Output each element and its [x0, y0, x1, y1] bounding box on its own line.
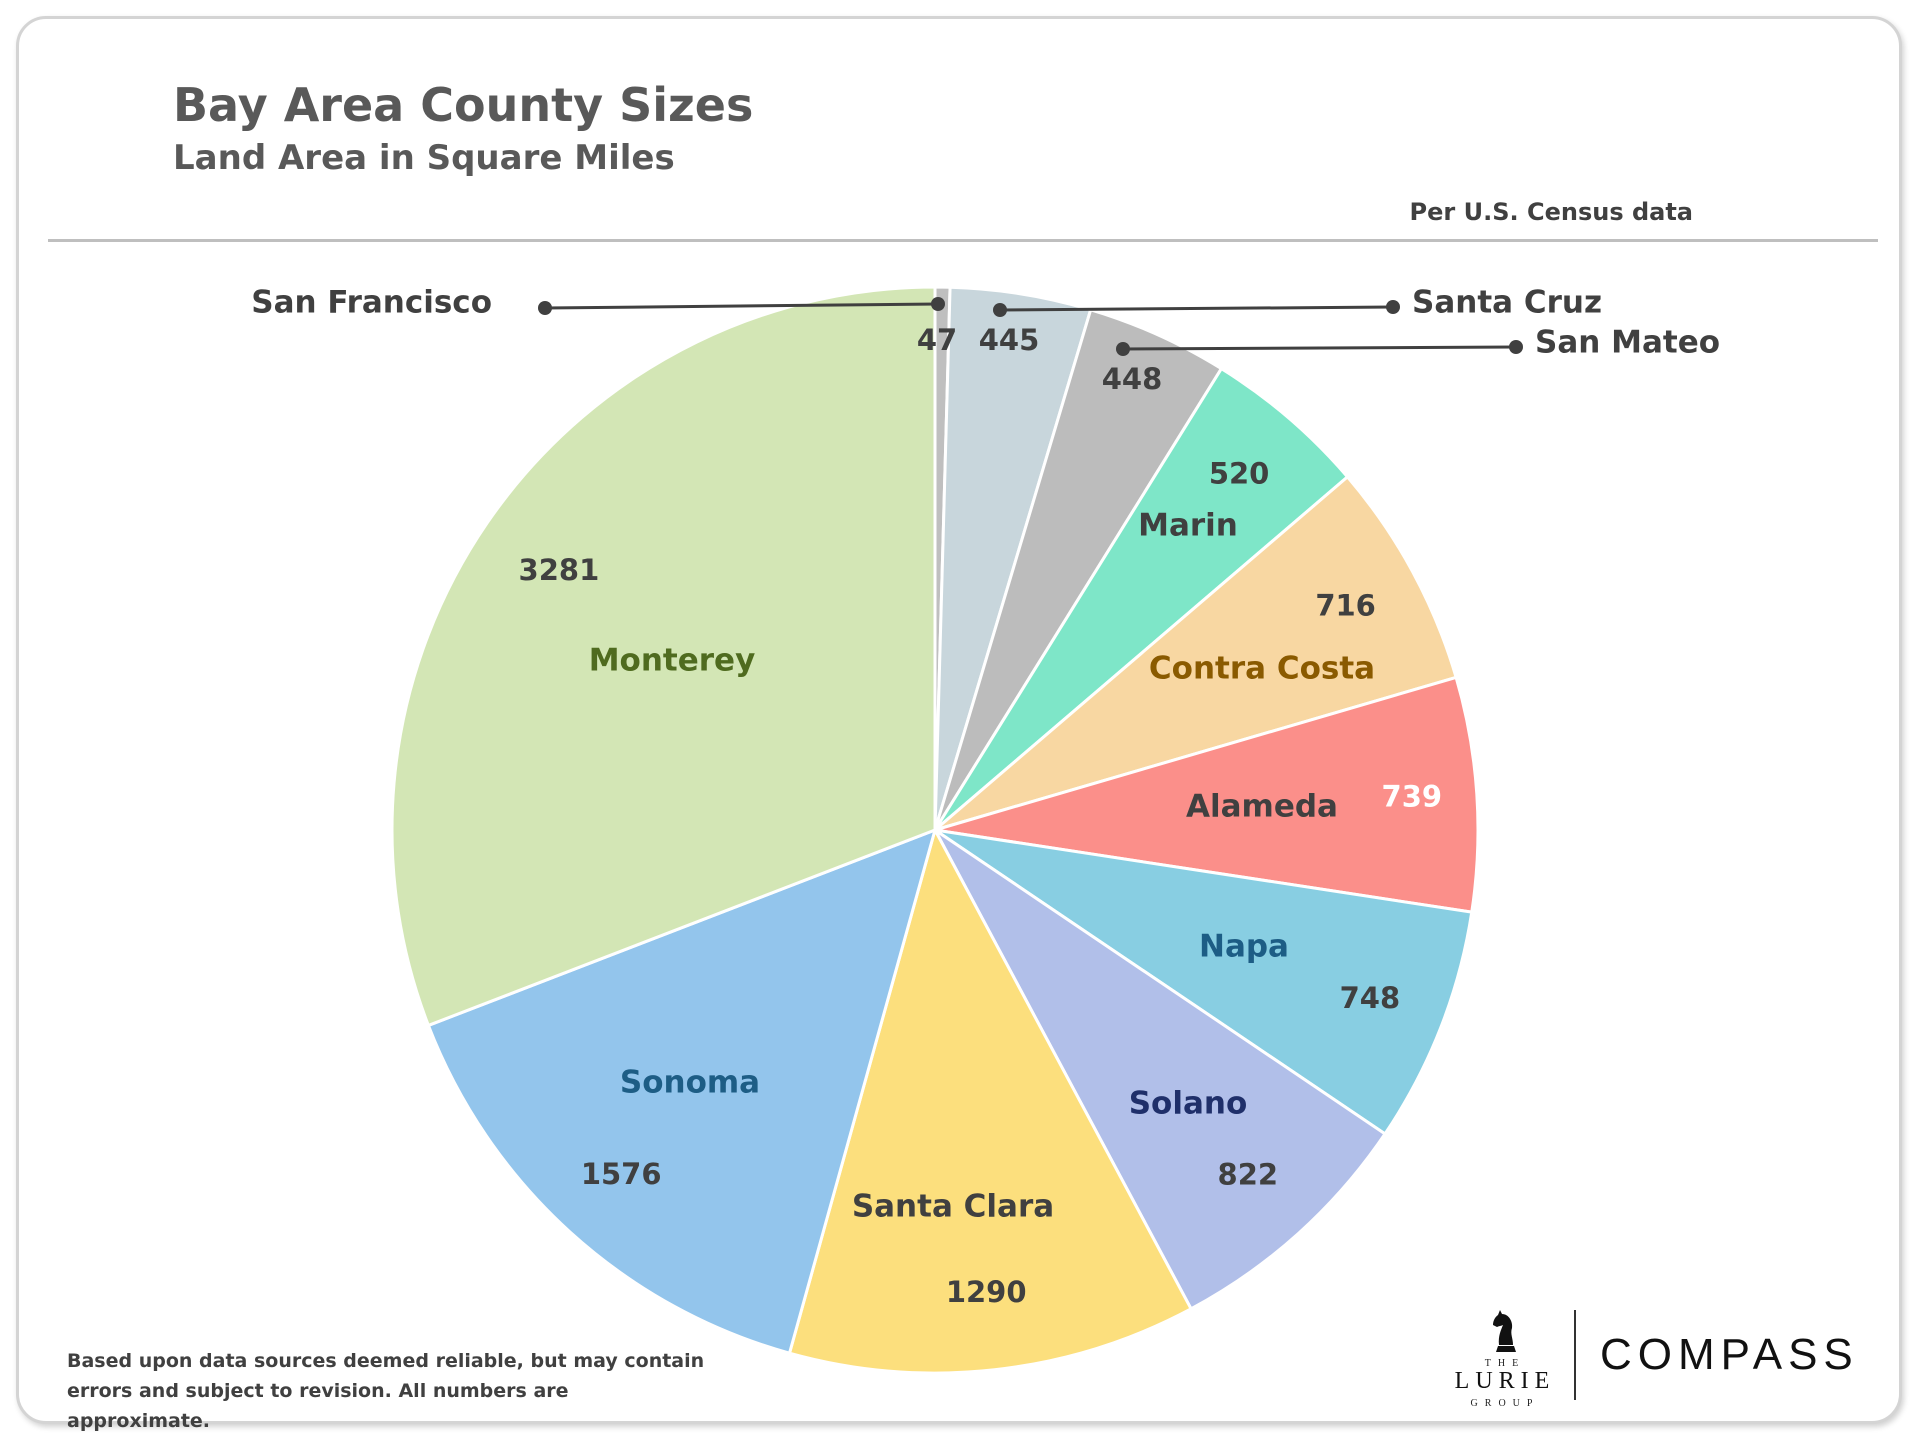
category-label-san-mateo: San Mateo — [1535, 325, 1720, 361]
chart-subtitle: Land Area in Square Miles — [173, 138, 675, 178]
leader-dot-san-mateo-outer — [1509, 340, 1523, 354]
category-label-monterey: Monterey — [589, 643, 756, 679]
category-label-contra-costa: Contra Costa — [1149, 651, 1375, 687]
slice-contra-costa — [934, 474, 1458, 832]
brand-divider — [1574, 1310, 1576, 1400]
value-label-san-mateo: 448 — [1102, 362, 1163, 396]
value-label-napa: 748 — [1340, 981, 1401, 1015]
value-label-contra-costa: 716 — [1315, 589, 1376, 623]
brand-lurie: LURIE — [1454, 1368, 1556, 1394]
slice-alameda — [934, 675, 1480, 914]
value-label-san-francisco: 47 — [917, 323, 957, 357]
slice-solano — [933, 828, 1388, 1311]
chart-title: Bay Area County Sizes — [173, 78, 754, 132]
leader-dot-santa-cruz-outer — [1386, 300, 1400, 314]
brand-group: GROUP — [1470, 1398, 1540, 1409]
category-label-sonoma: Sonoma — [620, 1065, 760, 1101]
category-label-santa-clara: Santa Clara — [852, 1189, 1054, 1225]
value-label-monterey: 3281 — [519, 553, 600, 587]
leader-dot-san-francisco-outer — [538, 301, 552, 315]
value-label-sonoma: 1576 — [581, 1157, 662, 1191]
value-label-santa-cruz: 445 — [979, 323, 1040, 357]
leader-dot-san-mateo-inner — [1116, 342, 1130, 356]
slice-monterey — [390, 285, 937, 1028]
lurie-group-logo: THE LURIE GROUP — [1450, 1308, 1560, 1409]
brand-the: THE — [1484, 1358, 1526, 1369]
category-label-san-francisco: San Francisco — [251, 285, 492, 321]
category-label-alameda: Alameda — [1186, 789, 1338, 825]
category-label-santa-cruz: Santa Cruz — [1412, 285, 1602, 321]
leader-dot-san-francisco-inner — [931, 297, 945, 311]
leader-dot-santa-cruz-inner — [993, 303, 1007, 317]
slice-sonoma — [426, 827, 938, 1355]
category-label-solano: Solano — [1129, 1086, 1248, 1122]
value-label-santa-clara: 1290 — [946, 1275, 1027, 1309]
slice-santa-clara — [787, 825, 1194, 1375]
disclaimer-text: Based upon data sources deemed reliable,… — [67, 1350, 705, 1432]
leader-line-santa-cruz — [999, 305, 1394, 312]
slice-marin — [933, 366, 1350, 832]
knight-icon — [1493, 1310, 1516, 1352]
leader-line-san-mateo — [1122, 345, 1517, 351]
slice-napa — [934, 828, 1474, 1136]
category-label-marin: Marin — [1138, 508, 1238, 544]
compass-logo: COMPASS — [1600, 1330, 1859, 1379]
value-label-alameda: 739 — [1382, 779, 1443, 813]
source-note: Per U.S. Census data — [1409, 198, 1693, 226]
value-label-solano: 822 — [1218, 1158, 1279, 1192]
leader-line-san-francisco — [544, 302, 939, 310]
header-divider — [48, 239, 1878, 242]
category-label-napa: Napa — [1199, 929, 1289, 965]
value-label-marin: 520 — [1209, 457, 1270, 491]
